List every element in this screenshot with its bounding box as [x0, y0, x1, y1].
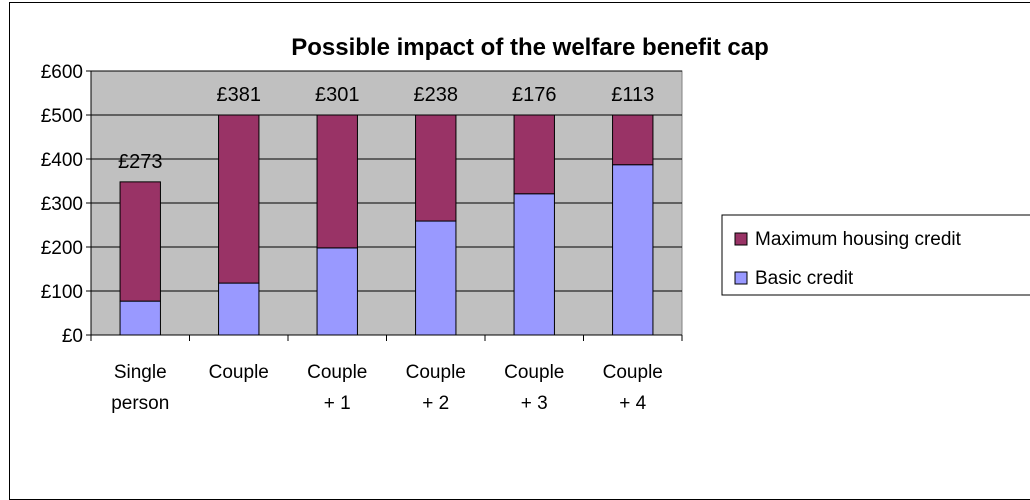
data-label: £301	[315, 84, 360, 106]
x-tick-label: Couple	[209, 362, 269, 383]
legend-box	[721, 214, 1030, 296]
bar-basic-credit	[612, 164, 654, 336]
x-tick-labels: Single person Couple Couple + 1 Couple + 2 Coup…	[111, 362, 663, 414]
x-tick-label: Couple	[504, 362, 564, 383]
legend: Maximum housing credit Basic credit	[721, 214, 1030, 296]
bars	[119, 114, 654, 336]
legend-swatch-basic	[734, 271, 748, 285]
x-tick-label: + 1	[324, 393, 351, 414]
y-tick-label: £300	[41, 194, 83, 215]
bar-housing-credit	[119, 181, 161, 302]
x-tick-label: + 2	[422, 393, 449, 414]
legend-label-housing: Maximum housing credit	[755, 229, 962, 250]
data-labels: £273 £381 £301 £238 £176 £113	[118, 84, 654, 173]
axes	[86, 70, 683, 341]
bar-basic-credit	[119, 300, 161, 336]
data-label: £238	[414, 84, 459, 106]
gridlines	[91, 70, 682, 292]
bar-basic-credit	[513, 193, 555, 336]
data-label: £113	[611, 84, 654, 106]
y-tick-labels: £0 £100 £200 £300 £400 £500 £600	[41, 62, 83, 347]
legend-swatch-housing	[734, 232, 748, 246]
data-label: £381	[217, 84, 262, 106]
bar-housing-credit	[316, 114, 358, 249]
y-tick-label: £0	[62, 326, 83, 347]
y-tick-label: £200	[41, 238, 83, 259]
bar-basic-credit	[415, 220, 457, 336]
x-tick-label: + 4	[619, 393, 646, 414]
y-tick-label: £400	[41, 150, 83, 171]
x-tick-label: Couple	[603, 362, 663, 383]
bar-basic-credit	[218, 282, 260, 336]
bar-basic-credit	[316, 247, 358, 336]
chart-title: Possible impact of the welfare benefit c…	[291, 34, 768, 61]
x-tick-label: person	[111, 393, 169, 414]
legend-label-basic: Basic credit	[755, 268, 854, 289]
y-tick-label: £600	[41, 62, 83, 83]
y-tick-label: £100	[41, 282, 83, 303]
y-tick-label: £500	[41, 106, 83, 127]
bar-housing-credit	[513, 114, 555, 195]
bar-housing-credit	[415, 114, 457, 222]
data-label: £273	[118, 151, 163, 173]
x-tick-label: + 3	[521, 393, 548, 414]
x-tick-label: Couple	[307, 362, 367, 383]
bar-housing-credit	[218, 114, 260, 284]
x-tick-label: Single	[114, 362, 167, 383]
x-tick-label: Couple	[406, 362, 466, 383]
bar-housing-credit	[612, 114, 654, 166]
data-label: £176	[512, 84, 557, 106]
